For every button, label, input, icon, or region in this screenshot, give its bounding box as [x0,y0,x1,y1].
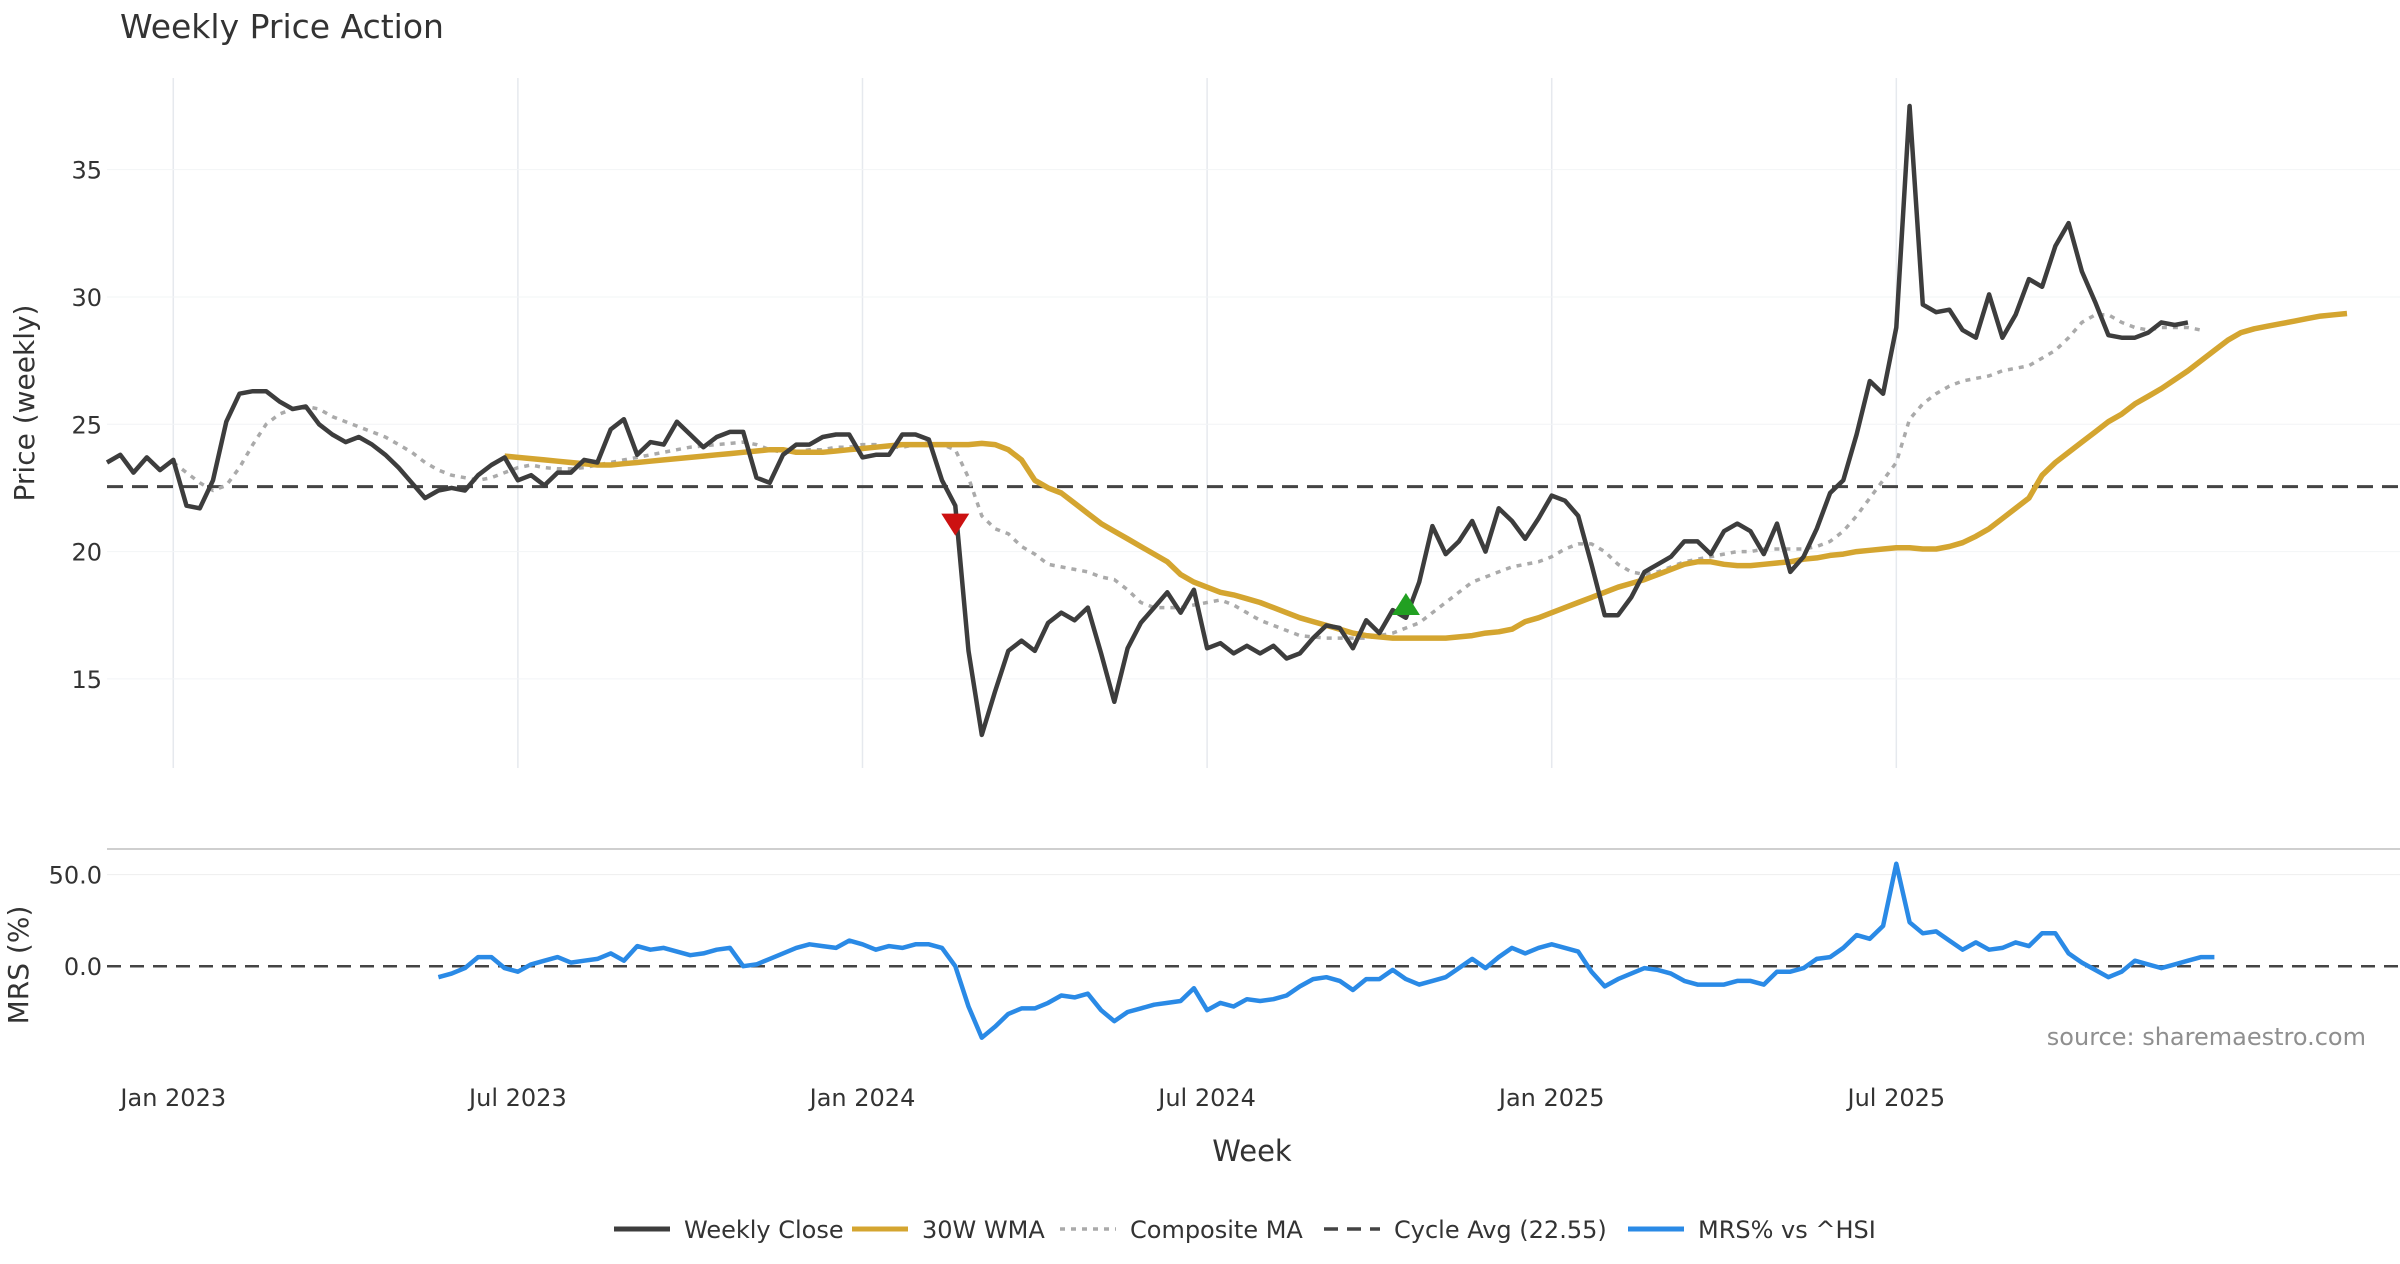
x-tick-label: Jan 2024 [808,1084,916,1112]
x-tick-label: Jul 2023 [467,1084,567,1112]
x-tick-label: Jul 2025 [1845,1084,1945,1112]
legend-label: Weekly Close [684,1216,844,1244]
sell-signal-marker [941,513,970,536]
signal-markers [941,513,1420,616]
weekly-close-line [105,103,2189,738]
legend: Weekly Close 30W WMA Composite MA Cycle Avg… [614,1216,1876,1244]
x-tick-labels: Jan 2023 Jul 2023 Jan 2024 Jul 2024 Jan 2025… [118,1084,1945,1112]
price-y-axis: 15 20 25 30 35 [71,157,2400,694]
legend-label: Cycle Avg (22.55) [1394,1216,1607,1244]
legend-label: 30W WMA [922,1216,1045,1244]
chart-title: Weekly Price Action [120,7,444,46]
wma-30w-line [504,310,2348,641]
x-tick-label: Jan 2025 [1497,1084,1605,1112]
legend-label: MRS% vs ^HSI [1698,1216,1876,1244]
mrs-y-tick-label: 0.0 [64,953,102,981]
buy-signal-marker [1391,593,1420,616]
x-tick-label: Jul 2024 [1156,1084,1256,1112]
mrs-y-axis: 0.0 50.0 [49,862,2400,981]
price-y-tick-label: 35 [71,157,102,185]
price-y-tick-label: 30 [71,284,102,312]
mrs-lines [107,861,2400,1040]
x-axis-label: Week [1212,1134,1292,1168]
mrs-y-tick-label: 50.0 [49,862,102,890]
price-y-axis-label: Price (weekly) [8,305,41,502]
x-grid [172,78,1898,768]
mrs-line [437,861,2215,1040]
price-lines [105,103,2400,738]
source-watermark: source: sharemaestro.com [2047,1023,2366,1051]
price-y-tick-label: 25 [71,411,102,439]
mrs-y-axis-label: MRS (%) [2,906,35,1025]
price-y-tick-label: 15 [71,666,102,694]
legend-label: Composite MA [1130,1216,1303,1244]
price-y-tick-label: 20 [71,539,102,567]
x-tick-label: Jan 2023 [118,1084,226,1112]
